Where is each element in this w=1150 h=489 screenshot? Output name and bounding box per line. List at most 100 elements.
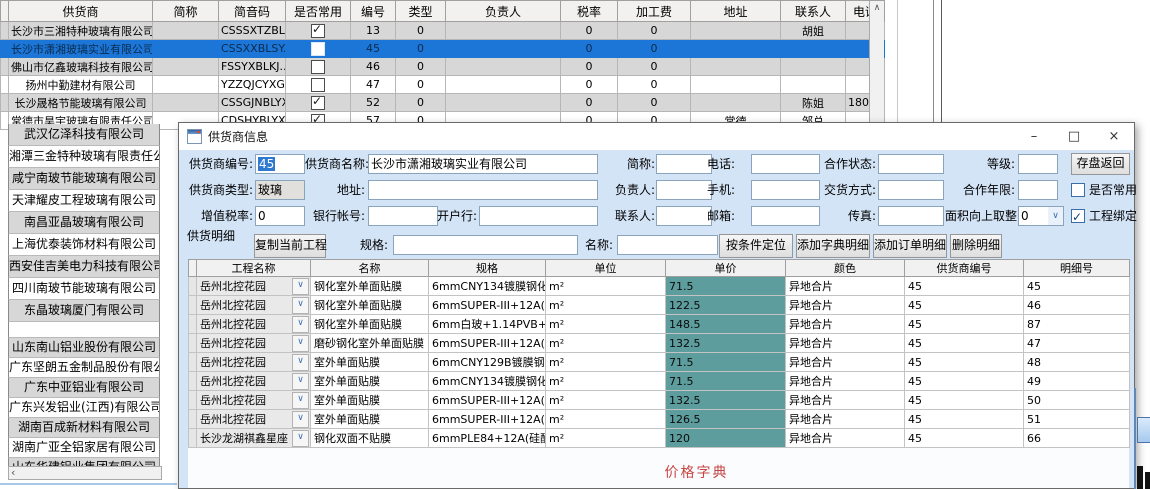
dropdown-icon[interactable]: ∨ [292,372,309,390]
name-filter-input[interactable] [617,235,718,255]
minimize-button[interactable]: – [1030,128,1038,144]
vat-rate-input[interactable]: 0 [255,206,305,226]
project-combobox-cell[interactable]: 岳州北控花园 ∨ [196,276,311,296]
coop-status-input[interactable] [878,154,944,174]
list-item-blank[interactable] [8,322,160,338]
dropdown-icon[interactable]: ∨ [292,391,309,409]
grade-input[interactable] [1018,154,1058,174]
col-supplier-no[interactable]: 供货商编号 [904,259,1024,277]
list-item[interactable]: 武汉亿泽科技有限公司 [8,124,160,146]
list-item[interactable]: 西安佳吉美电力科技有限公司 [8,256,160,278]
col-contact[interactable]: 联系人 [780,0,846,22]
col-fee[interactable]: 加工费 [617,0,691,22]
email-input[interactable] [751,206,820,226]
list-item[interactable]: 上海优泰装饰材料有限公司 [8,234,160,256]
detail-row[interactable]: 岳州北控花园∨ 钢化室外单面贴膜 6mmSUPER-III+12A(硅... m… [188,295,1130,315]
list-item[interactable]: 四川南玻节能玻璃有限公司 [8,278,160,300]
list-item[interactable]: 山东南山铝业股份有限公司 [8,338,160,358]
dropdown-icon[interactable]: ∨ [292,277,309,295]
detail-row[interactable]: 岳州北控花园 ∨ 室外单面贴膜 6mmCNY129B镀膜钢化 m² 71.5 异地… [188,352,1130,372]
scroll-up-icon[interactable]: ∧ [873,3,881,13]
table-row[interactable]: 佛山市亿鑫玻璃科技有限公司 FSSYXBLKJ.. 46 0 0 0 [0,57,885,76]
common-checkbox[interactable] [311,59,325,74]
unit-price-cell[interactable]: 132.5 [665,390,786,410]
dropdown-icon[interactable]: ∨ [292,429,309,447]
list-item[interactable]: 天津耀皮工程玻璃有限公司 [8,190,160,212]
detail-row[interactable]: 岳州北控花园∨ 室外单面贴膜 6mmSUPER-III+12A(硅... m² … [188,409,1130,429]
col-name[interactable]: 名称 [310,259,429,277]
delivery-mode-input[interactable] [878,180,944,200]
project-bind-checkbox[interactable]: 工程绑定 [1071,206,1137,227]
dialog-titlebar[interactable]: 供货商信息 – □ × [179,123,1134,150]
dropdown-icon[interactable]: ∨ [292,296,309,314]
common-use-checkbox[interactable]: 是否常用 [1071,180,1137,200]
delete-detail-button[interactable]: 删除明细 [950,234,1002,258]
list-item[interactable]: 咸宁南玻节能玻璃有限公司 [8,168,160,190]
mobile-input[interactable] [751,180,820,200]
project-combobox-cell[interactable]: 长沙龙湖祺鑫星座 ∨ [196,428,311,448]
detail-row[interactable]: 岳州北控花园 ∨ 钢化室外单面贴膜 6mmCNY134镀膜钢化 m² 71.5 异… [188,276,1130,296]
save-return-button[interactable]: 存盘返回 [1071,153,1130,175]
dropdown-icon[interactable]: ∨ [292,315,309,333]
list-item[interactable]: 湘潭三金特种玻璃有限责任公司 [8,146,160,168]
table-row[interactable]: 扬州中勤建材有限公司 YZZQJCYXGS 47 0 0 0 [0,75,885,94]
add-order-detail-button[interactable]: 添加订单明细 [873,234,947,258]
detail-row[interactable]: 岳州北控花园∨ 磨砂钢化室外单面贴膜 6mmSUPER-III+12A(硅...… [188,333,1130,353]
list-item[interactable]: 湖南广亚全铝家居有限公司 [8,438,160,458]
detail-row[interactable]: 岳州北控花园 ∨ 室外单面贴膜 6mmCNY134镀膜钢化 m² 71.5 异地合… [188,371,1130,391]
bank-input[interactable] [479,206,598,226]
address-input[interactable] [368,180,598,200]
table-row[interactable]: 长沙市三湘特种玻璃有限公司 CSSSXTZBL.. 13 0 0 0 胡姐 [0,21,885,40]
project-combobox-cell[interactable]: 岳州北控花园 ∨ [196,371,311,391]
col-color[interactable]: 颜色 [785,259,905,277]
vertical-scrollbar[interactable]: ∧ [869,1,884,122]
spec-filter-input[interactable] [393,235,578,255]
area-round-up-combobox[interactable]: 0 ∨ [1018,206,1064,226]
detail-row[interactable]: 岳州北控花园∨ 室外单面贴膜 6mmSUPER-III+12A(硅... m² … [188,390,1130,410]
manager-input[interactable] [656,180,712,200]
detail-row[interactable]: 岳州北控花园∨ 钢化室外单面贴膜 6mm白玻+1.14PVB+6mm... m²… [188,314,1130,334]
col-address[interactable]: 地址 [690,0,781,22]
list-item[interactable]: 湖南百成新材料有限公司 [8,418,160,438]
unit-price-cell[interactable]: 71.5 [665,276,786,296]
scroll-left-icon[interactable]: ‹ [11,466,16,479]
unit-price-cell[interactable]: 120 [665,428,786,448]
supplier-name-input[interactable]: 长沙市潇湘玻璃实业有限公司 [368,154,598,174]
col-supplier[interactable]: 供货商 [8,0,153,22]
unit-price-cell[interactable]: 71.5 [665,371,786,391]
col-pinyin[interactable]: 简音码 [218,0,286,22]
project-combobox-cell[interactable]: 岳州北控花园 ∨ [196,409,311,429]
col-shortname[interactable]: 简称 [152,0,219,22]
unit-price-cell[interactable]: 132.5 [665,333,786,353]
common-checkbox[interactable] [311,23,325,38]
dropdown-icon[interactable]: ∨ [292,410,309,428]
coop-years-input[interactable] [1018,180,1058,200]
col-tax[interactable]: 税率 [560,0,618,22]
unit-price-cell[interactable]: 71.5 [665,352,786,372]
common-checkbox[interactable] [311,41,325,56]
phone-input[interactable] [751,154,820,174]
supplier-type-input[interactable]: 玻璃 [255,180,305,200]
unit-price-cell[interactable]: 122.5 [665,295,786,315]
project-combobox-cell[interactable]: 岳州北控花园 ∨ [196,352,311,372]
detail-row[interactable]: 长沙龙湖祺鑫星座∨ 钢化双面不贴膜 6mmPLE84+12A(硅酮胶... m²… [188,428,1130,448]
bank-account-input[interactable] [368,206,438,226]
dropdown-icon[interactable]: ∨ [292,334,309,352]
supplier-no-input[interactable]: 45 [255,154,305,174]
col-common[interactable]: 是否常用 [285,0,351,22]
common-checkbox[interactable] [311,95,325,110]
list-item[interactable]: 广东兴发铝业(江西)有限公司 [8,398,160,418]
list-item[interactable]: 广东中亚铝业有限公司 [8,378,160,398]
maximize-button[interactable]: □ [1067,128,1081,144]
project-combobox-cell[interactable]: 岳州北控花园 ∨ [196,314,311,334]
col-spec[interactable]: 规格 [428,259,546,277]
col-price[interactable]: 单价 [665,259,786,277]
table-row-selected[interactable]: 长沙市潇湘玻璃实业有限公司 CSSXXBLSY.. 45 0 0 0 [0,39,885,58]
list-item[interactable]: 东晶玻璃厦门有限公司 [8,300,160,322]
table-row[interactable]: 长沙晟格节能玻璃有限公司 CSSGJNBLYXGS 52 0 0 0 陈姐 18… [0,93,885,112]
unit-price-cell[interactable]: 148.5 [665,314,786,334]
short-name-input[interactable] [656,154,712,174]
col-manager[interactable]: 负责人 [445,0,561,22]
list-item[interactable]: 南昌亚晶玻璃有限公司 [8,212,160,234]
list-item[interactable]: 广东坚朗五金制品股份有限公司 [8,358,160,378]
